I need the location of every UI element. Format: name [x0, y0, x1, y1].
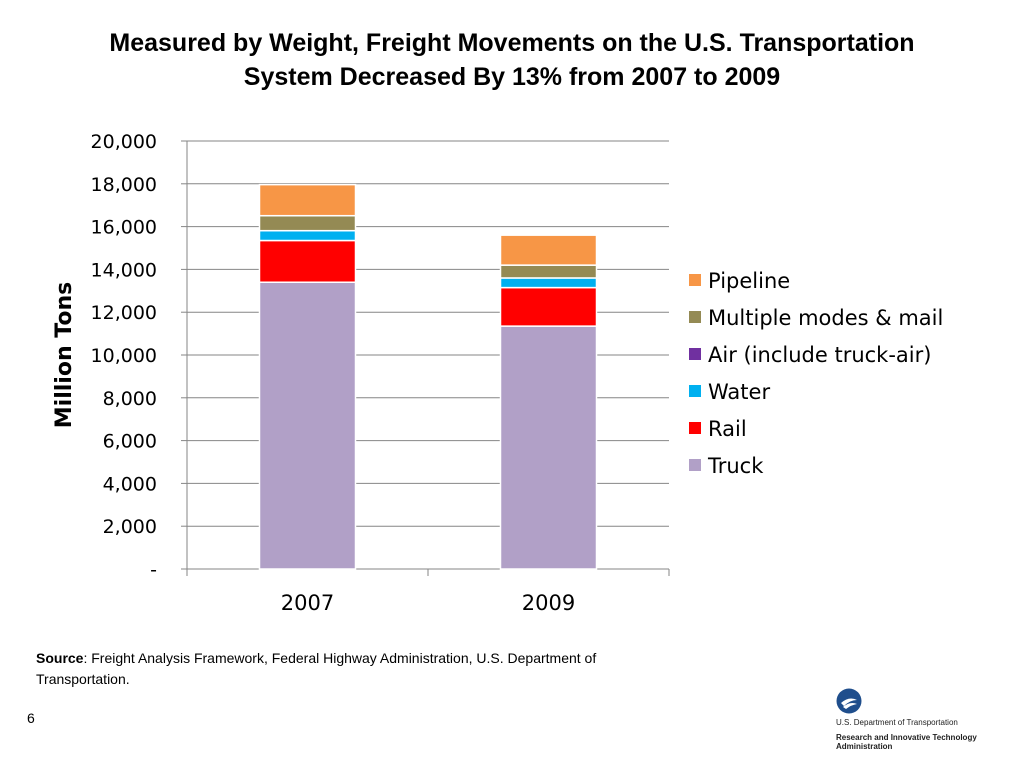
- y-tick-label: 8,000: [103, 388, 157, 410]
- y-tick-label: 20,000: [91, 131, 157, 153]
- slide-number: 6: [27, 710, 35, 726]
- x-tick-label: 2009: [522, 591, 575, 615]
- y-axis-label: Million Tons: [52, 282, 77, 428]
- bar-segment: [258, 183, 357, 217]
- y-tick-label: 18,000: [91, 174, 157, 196]
- bar-segment: [499, 277, 598, 289]
- slide-title: Measured by Weight, Freight Movements on…: [20, 26, 1004, 94]
- legend-swatch: [689, 459, 701, 471]
- title-line-1: Measured by Weight, Freight Movements on…: [109, 29, 915, 57]
- legend-swatch: [689, 348, 701, 360]
- logo-department-text: U.S. Department of Transportation: [836, 718, 958, 727]
- dot-logo: U.S. Department of Transportation Resear…: [836, 688, 1016, 758]
- bar-segment: [499, 286, 598, 327]
- legend-label: Truck: [707, 454, 764, 478]
- y-tick-label: 6,000: [103, 431, 157, 453]
- y-tick-label: -: [150, 559, 157, 581]
- bar-segment: [499, 264, 598, 279]
- bar-segment: [258, 214, 357, 232]
- dot-emblem-icon: [836, 688, 862, 714]
- source-text: : Freight Analysis Framework, Federal Hi…: [36, 650, 597, 687]
- y-tick-label: 12,000: [91, 302, 157, 324]
- y-tick-label: 16,000: [91, 217, 157, 239]
- y-tick-label: 14,000: [91, 259, 157, 281]
- title-line-2: System Decreased By 13% from 2007 to 200…: [243, 63, 781, 91]
- legend-label: Water: [708, 380, 770, 404]
- legend-swatch: [689, 385, 701, 397]
- source-note: Source: Freight Analysis Framework, Fede…: [36, 648, 636, 690]
- stacked-bar-chart: - 2,000 4,000 6,000 8,000 10,000 12,000 14,000 1…: [52, 131, 943, 615]
- legend-swatch: [689, 311, 701, 323]
- y-tick-label: 10,000: [91, 345, 157, 367]
- bar-segment: [258, 229, 357, 242]
- legend-label: Air (include truck-air): [708, 343, 931, 367]
- legend-swatch: [689, 274, 701, 286]
- x-tick-label: 2007: [281, 591, 334, 615]
- y-tick-label: 2,000: [103, 516, 157, 538]
- legend-label: Pipeline: [708, 269, 790, 293]
- bar-segment: [258, 281, 357, 570]
- source-label: Source: [36, 650, 84, 666]
- bar-segment: [258, 239, 357, 283]
- legend-swatch: [689, 422, 701, 434]
- logo-agency-text: Research and Innovative Technology Admin…: [836, 733, 977, 751]
- y-tick-label: 4,000: [103, 473, 157, 495]
- legend-label: Rail: [708, 417, 747, 441]
- bar-segment: [499, 325, 598, 570]
- legend-label: Multiple modes & mail: [708, 306, 943, 330]
- bar-segment: [499, 234, 598, 266]
